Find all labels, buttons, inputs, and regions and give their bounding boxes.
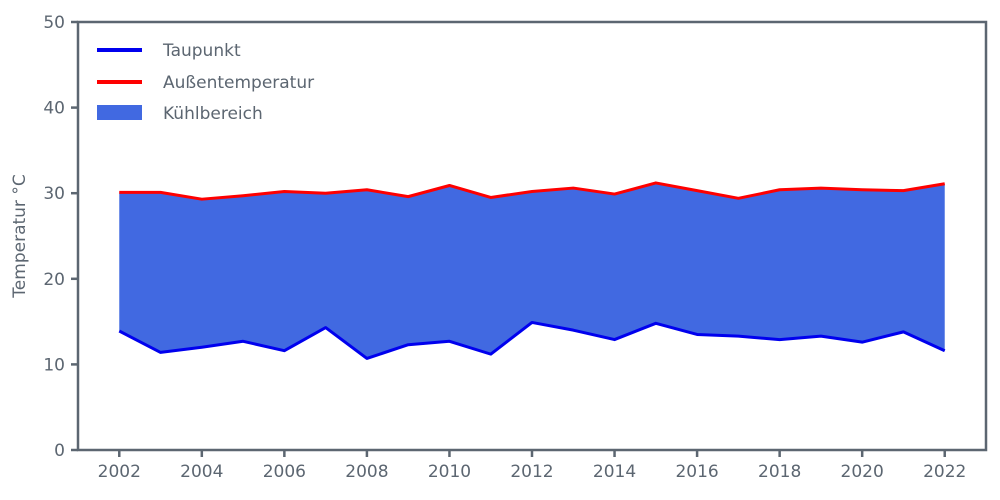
legend-label-aussentemperatur: Außentemperatur [163,73,314,93]
x-tick-label: 2004 [180,462,223,482]
y-tick-label: 0 [54,441,65,461]
y-tick-label: 10 [43,355,65,375]
x-tick-label: 2016 [675,462,718,482]
axes: 2002 2004 2006 2008 2010 2012 2014 2016 2018 2020… [43,13,988,482]
x-tick-label: 2018 [758,462,801,482]
x-tick-label: 2022 [923,462,966,482]
series-lines [118,181,946,360]
cooling-range-area [119,182,945,359]
kuehlbereich-fill [119,182,945,359]
legend-item-kuehlbereich: Kühlbereich [97,104,263,124]
y-tick-label: 20 [43,270,65,290]
x-tick-label: 2012 [510,462,553,482]
x-tick-label: 2008 [345,462,388,482]
außentemperatur-line [119,181,945,201]
x-tick-label: 2002 [98,462,141,482]
x-tick-label: 2014 [593,462,636,482]
y-tick-label: 30 [43,184,65,204]
x-tick-label: 2006 [263,462,306,482]
x-tick-label: 2020 [841,462,884,482]
legend-item-taupunkt: Taupunkt [97,41,241,61]
legend-label-kuehlbereich: Kühlbereich [163,104,263,124]
y-tick-label: 40 [43,99,65,119]
y-axis-label: Temperatur °C [10,174,30,298]
legend: Taupunkt Außentemperatur Kühlbereich [97,41,314,124]
kuehlbereich-patch-swatch [97,105,142,120]
legend-label-taupunkt: Taupunkt [162,41,241,61]
taupunkt-line [118,320,946,360]
legend-item-aussentemperatur: Außentemperatur [97,73,314,93]
x-tick-label: 2010 [428,462,471,482]
y-tick-label: 50 [43,13,65,33]
